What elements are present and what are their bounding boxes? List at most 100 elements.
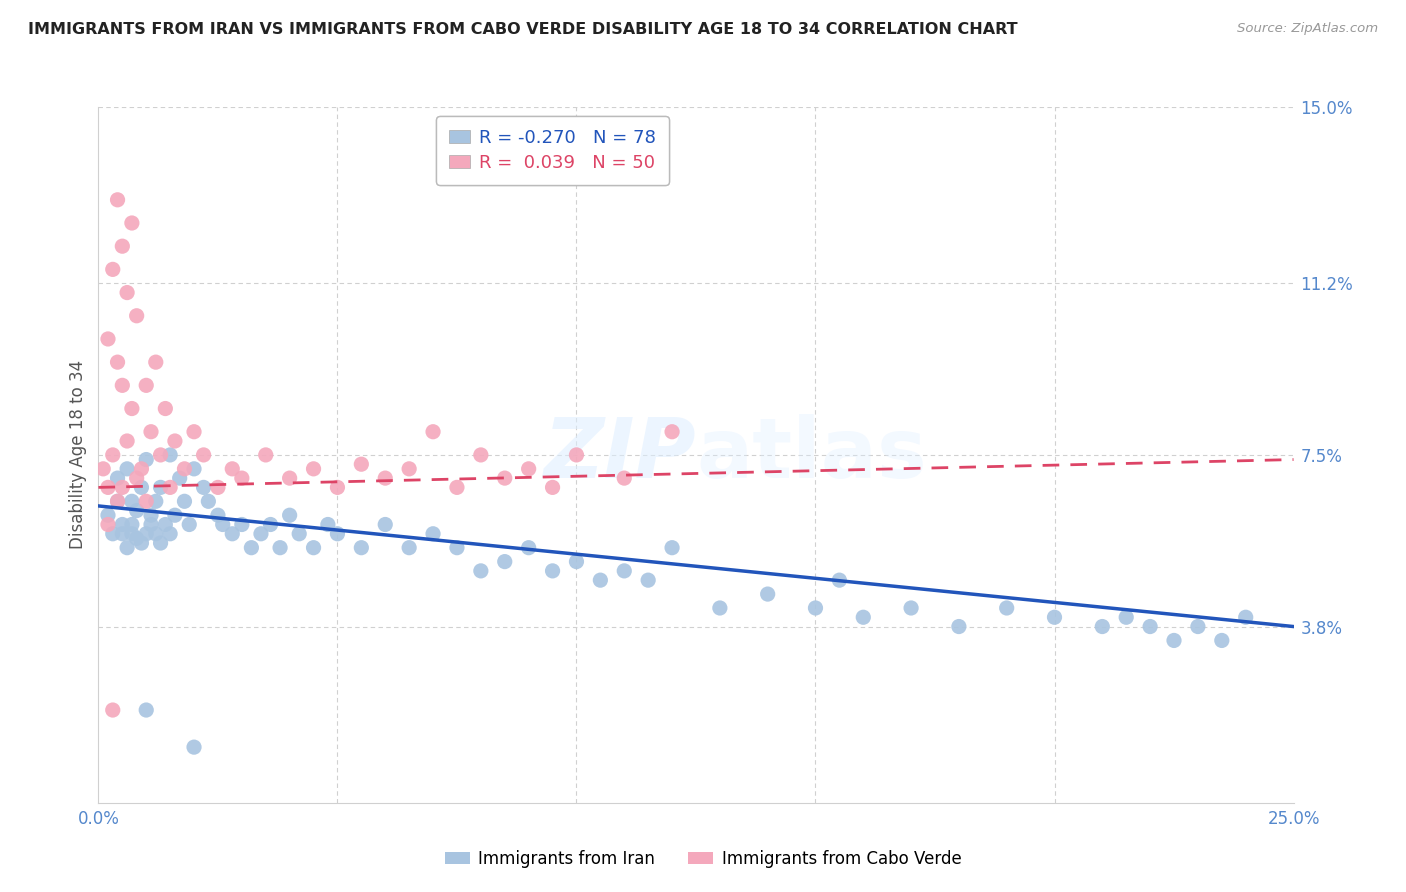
- Legend: R = -0.270   N = 78, R =  0.039   N = 50: R = -0.270 N = 78, R = 0.039 N = 50: [436, 116, 669, 185]
- Point: [589, 573, 612, 587]
- Point: [350, 457, 373, 471]
- Point: [121, 517, 143, 532]
- Point: [1187, 619, 1209, 633]
- Point: [756, 587, 779, 601]
- Point: [240, 541, 263, 555]
- Point: [173, 494, 195, 508]
- Point: [1043, 610, 1066, 624]
- Text: Source: ZipAtlas.com: Source: ZipAtlas.com: [1237, 22, 1378, 36]
- Point: [422, 526, 444, 541]
- Point: [131, 462, 153, 476]
- Point: [145, 355, 167, 369]
- Point: [422, 425, 444, 439]
- Point: [900, 601, 922, 615]
- Point: [326, 480, 349, 494]
- Point: [111, 480, 134, 494]
- Point: [517, 462, 540, 476]
- Point: [221, 526, 243, 541]
- Point: [470, 448, 492, 462]
- Point: [541, 564, 564, 578]
- Point: [107, 193, 129, 207]
- Point: [269, 541, 291, 555]
- Point: [302, 541, 325, 555]
- Point: [121, 526, 143, 541]
- Point: [149, 480, 172, 494]
- Point: [111, 517, 134, 532]
- Point: [91, 462, 114, 476]
- Point: [107, 494, 129, 508]
- Point: [121, 494, 143, 508]
- Point: [131, 480, 153, 494]
- Point: [183, 462, 205, 476]
- Point: [541, 480, 564, 494]
- Point: [159, 480, 181, 494]
- Point: [101, 448, 124, 462]
- Point: [374, 471, 396, 485]
- Point: [517, 541, 540, 555]
- Point: [197, 494, 219, 508]
- Point: [121, 216, 143, 230]
- Point: [995, 601, 1018, 615]
- Point: [111, 526, 134, 541]
- Point: [149, 536, 172, 550]
- Point: [155, 517, 177, 532]
- Point: [207, 480, 229, 494]
- Legend: Immigrants from Iran, Immigrants from Cabo Verde: Immigrants from Iran, Immigrants from Ca…: [439, 844, 967, 875]
- Point: [107, 355, 129, 369]
- Point: [125, 532, 148, 546]
- Point: [155, 401, 177, 416]
- Point: [183, 425, 205, 439]
- Point: [1091, 619, 1114, 633]
- Point: [948, 619, 970, 633]
- Point: [494, 555, 516, 569]
- Y-axis label: Disability Age 18 to 34: Disability Age 18 to 34: [69, 360, 87, 549]
- Point: [97, 517, 120, 532]
- Point: [207, 508, 229, 523]
- Point: [1163, 633, 1185, 648]
- Point: [193, 448, 215, 462]
- Point: [135, 703, 157, 717]
- Point: [125, 309, 148, 323]
- Point: [494, 471, 516, 485]
- Point: [131, 536, 153, 550]
- Point: [565, 555, 588, 569]
- Point: [637, 573, 659, 587]
- Point: [135, 378, 157, 392]
- Point: [125, 471, 148, 485]
- Point: [163, 508, 186, 523]
- Point: [254, 448, 277, 462]
- Point: [374, 517, 396, 532]
- Point: [1211, 633, 1233, 648]
- Point: [135, 452, 157, 467]
- Point: [115, 462, 138, 476]
- Point: [278, 471, 301, 485]
- Point: [135, 494, 157, 508]
- Point: [139, 425, 162, 439]
- Point: [398, 541, 420, 555]
- Point: [169, 471, 191, 485]
- Point: [709, 601, 731, 615]
- Point: [107, 494, 129, 508]
- Point: [470, 564, 492, 578]
- Point: [193, 480, 215, 494]
- Point: [121, 401, 143, 416]
- Point: [852, 610, 875, 624]
- Point: [173, 462, 195, 476]
- Point: [145, 526, 167, 541]
- Point: [278, 508, 301, 523]
- Point: [1234, 610, 1257, 624]
- Point: [145, 494, 167, 508]
- Point: [828, 573, 851, 587]
- Point: [179, 517, 201, 532]
- Point: [97, 480, 120, 494]
- Point: [115, 434, 138, 448]
- Point: [139, 508, 162, 523]
- Point: [565, 448, 588, 462]
- Point: [250, 526, 273, 541]
- Point: [211, 517, 233, 532]
- Point: [163, 434, 186, 448]
- Point: [1115, 610, 1137, 624]
- Point: [661, 425, 683, 439]
- Point: [159, 448, 181, 462]
- Point: [111, 239, 134, 253]
